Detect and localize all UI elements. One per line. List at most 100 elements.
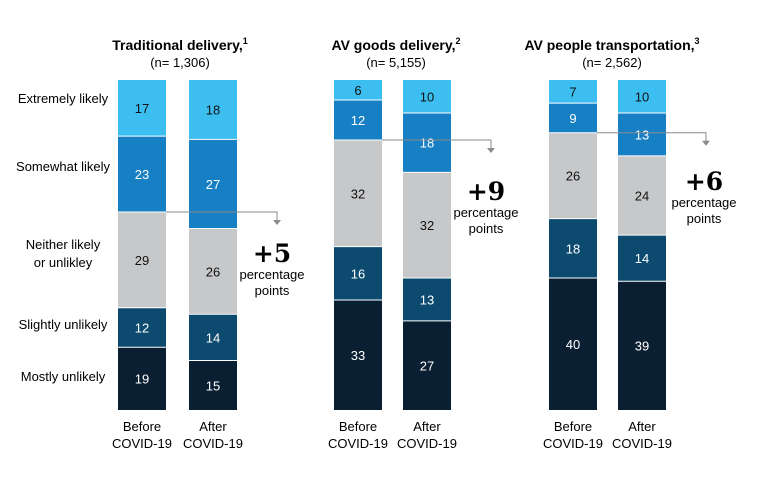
bar-segment <box>403 172 451 278</box>
bar-segment <box>334 140 382 247</box>
bar-segment <box>549 132 597 219</box>
data-label: 15 <box>206 378 220 393</box>
bar-segment <box>618 281 666 410</box>
bar-label: After <box>628 419 656 434</box>
category-label: Slightly unlikely <box>19 317 108 332</box>
bar-segment <box>189 80 237 140</box>
bar-label: COVID-19 <box>612 436 672 451</box>
change-connector <box>382 139 492 150</box>
data-label: 39 <box>635 339 649 354</box>
change-connector <box>597 132 707 143</box>
data-label: 40 <box>566 337 580 352</box>
bar-segment <box>549 218 597 278</box>
category-label: Mostly unlikely <box>21 369 106 384</box>
data-label: 27 <box>420 358 434 373</box>
bar-label: Before <box>123 419 161 434</box>
bar-segment <box>403 80 451 113</box>
change-caption: percentage <box>453 205 518 220</box>
bar-segment <box>618 155 666 236</box>
data-label: 19 <box>135 372 149 387</box>
data-label: 13 <box>635 127 649 142</box>
arrow-icon <box>487 148 495 153</box>
change-caption: points <box>255 283 290 298</box>
data-label: 6 <box>354 83 361 98</box>
change-connector <box>166 211 278 222</box>
change-value: +5 <box>253 239 291 268</box>
bar-segment <box>334 300 382 410</box>
data-label: 26 <box>566 169 580 184</box>
bar-segment <box>118 212 166 308</box>
data-label: 10 <box>420 90 434 105</box>
bar-segment <box>118 307 166 348</box>
bar-label: COVID-19 <box>397 436 457 451</box>
bar-segment <box>189 314 237 361</box>
data-label: 29 <box>135 253 149 268</box>
data-label: 33 <box>351 348 365 363</box>
bar-segment <box>334 246 382 300</box>
bar-segment <box>118 347 166 410</box>
bar-label: Before <box>339 419 377 434</box>
data-label: 10 <box>635 90 649 105</box>
bar-segment <box>549 80 597 104</box>
bar-segment <box>189 139 237 229</box>
bar-segment <box>334 80 382 100</box>
category-label: Neither likely <box>26 237 101 252</box>
group-title: Traditional delivery,1 <box>112 36 247 53</box>
category-label: Extremely likely <box>18 91 109 106</box>
bar-segment <box>403 278 451 321</box>
data-label: 12 <box>351 113 365 128</box>
footnote-marker: 3 <box>695 36 700 46</box>
data-label: 7 <box>569 85 576 100</box>
data-label: 27 <box>206 177 220 192</box>
data-label: 9 <box>569 111 576 126</box>
sample-size: (n= 2,562) <box>582 55 642 70</box>
bar-segment <box>118 80 166 137</box>
category-label: or unlikley <box>34 255 93 270</box>
data-label: 26 <box>206 264 220 279</box>
data-label: 24 <box>635 189 649 204</box>
bar-segment <box>549 103 597 133</box>
bar-label: COVID-19 <box>183 436 243 451</box>
bar-label: After <box>413 419 441 434</box>
data-label: 32 <box>420 218 434 233</box>
data-label: 14 <box>206 330 220 345</box>
sample-size: (n= 1,306) <box>150 55 210 70</box>
data-label: 18 <box>420 136 434 151</box>
change-caption: points <box>687 211 722 226</box>
bar-label: COVID-19 <box>328 436 388 451</box>
group-title: AV goods delivery,2 <box>332 36 461 53</box>
data-label: 14 <box>635 251 649 266</box>
footnote-marker: 1 <box>243 36 248 46</box>
bar-segment <box>403 320 451 410</box>
sample-size: (n= 5,155) <box>366 55 426 70</box>
change-value: +6 <box>685 167 723 196</box>
bar-segment <box>618 235 666 282</box>
bar-segment <box>618 80 666 113</box>
bar-segment <box>189 228 237 315</box>
group-title: AV people transportation,3 <box>524 36 699 53</box>
bar-segment <box>403 113 451 173</box>
bar-label: After <box>199 419 227 434</box>
change-value: +9 <box>467 177 505 206</box>
bar-segment <box>189 360 237 410</box>
change-caption: percentage <box>239 267 304 282</box>
data-label: 16 <box>351 266 365 281</box>
bar-label: COVID-19 <box>112 436 172 451</box>
data-label: 32 <box>351 186 365 201</box>
change-caption: points <box>469 221 504 236</box>
arrow-icon <box>273 220 281 225</box>
data-label: 13 <box>420 292 434 307</box>
arrow-icon <box>702 140 710 146</box>
change-caption: percentage <box>671 195 736 210</box>
data-label: 18 <box>566 241 580 256</box>
data-label: 23 <box>135 167 149 182</box>
bar-segment <box>118 136 166 212</box>
bar-segment <box>618 113 666 156</box>
data-label: 18 <box>206 103 220 118</box>
bar-label: Before <box>554 419 592 434</box>
bar-segment <box>549 278 597 410</box>
category-label: Somewhat likely <box>16 159 110 174</box>
bar-segment <box>334 100 382 140</box>
bar-label: COVID-19 <box>543 436 603 451</box>
